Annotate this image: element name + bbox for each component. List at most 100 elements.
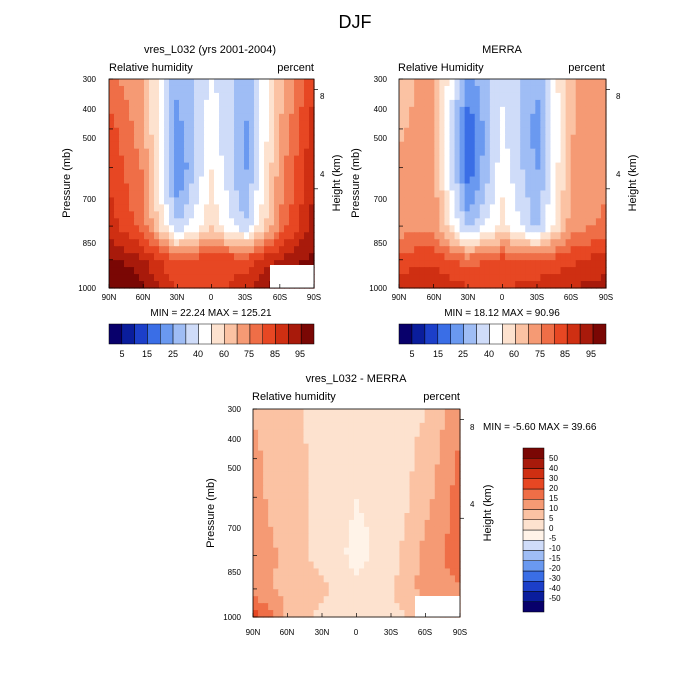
heatmap-cell [264, 148, 270, 157]
heatmap-cell [263, 547, 269, 556]
heatmap-cell [299, 197, 305, 205]
heatmap-cell [374, 554, 380, 563]
heatmap-cell [409, 225, 415, 233]
heatmap-cell [394, 450, 401, 459]
heatmap-cell [434, 197, 440, 205]
heatmap-cell [399, 190, 405, 199]
heatmap-cell [489, 92, 496, 101]
heatmap-cell [194, 281, 200, 289]
heatmap-cell [379, 409, 385, 417]
heatmap-cell [134, 267, 140, 275]
heatmap-cell [249, 127, 255, 136]
heatmap-cell [288, 540, 294, 549]
heatmap-cell [600, 183, 607, 192]
heatmap-cell [434, 519, 441, 528]
heatmap-cell [525, 267, 531, 275]
heatmap-cell [274, 239, 280, 247]
heatmap-cell [174, 239, 180, 247]
heatmap-cell [454, 506, 461, 514]
heatmap-cell [214, 190, 220, 199]
heatmap-cell [189, 225, 195, 233]
heatmap-cell [359, 457, 365, 466]
heatmap-cell [194, 113, 200, 122]
heatmap-cell [449, 575, 456, 583]
heatmap-cell [439, 519, 446, 528]
heatmap-cell [134, 190, 140, 199]
heatmap-cell [214, 260, 220, 268]
heatmap-cell [299, 232, 305, 240]
heatmap-cell [264, 218, 270, 226]
heatmap-cell [284, 246, 290, 254]
heatmap-cell [505, 79, 511, 87]
heatmap-cell [309, 134, 315, 143]
heatmap-cell [328, 596, 335, 604]
heatmap-cell [419, 148, 425, 157]
heatmap-cell [464, 79, 471, 87]
heatmap-cell [249, 218, 255, 226]
colorbar-swatch [424, 323, 439, 345]
heatmap-cell [328, 547, 335, 556]
heatmap-cell [109, 106, 115, 115]
heatmap-cell [144, 197, 150, 205]
heatmap-cell [575, 92, 582, 101]
heatmap-cell [154, 148, 160, 157]
heatmap-cell [159, 99, 165, 108]
heatmap-cell [124, 113, 130, 122]
heatmap-cell [258, 409, 264, 417]
heatmap-cell [545, 190, 552, 199]
heatmap-cell [353, 464, 360, 472]
heatmap-cell [129, 190, 135, 199]
heatmap-cell [288, 471, 294, 479]
heatmap-cell [244, 267, 250, 275]
heatmap-cell [343, 596, 350, 604]
colorbar-swatch [502, 323, 516, 345]
heatmap-cell [600, 281, 607, 289]
heatmap-cell [263, 415, 269, 424]
heatmap-cell [384, 415, 390, 424]
heatmap-cell [239, 225, 245, 233]
heatmap-cell [479, 92, 486, 101]
heatmap-cell [439, 457, 446, 466]
heatmap-cell [525, 281, 531, 289]
heatmap-cell [399, 589, 406, 597]
heatmap-cell [109, 134, 115, 143]
heatmap-cell [244, 232, 250, 240]
heatmap-cell [565, 85, 572, 94]
heatmap-cell [169, 281, 175, 289]
heatmap-cell [449, 155, 456, 164]
heatmap-cell [234, 162, 240, 171]
heatmap-cell [199, 190, 205, 199]
heatmap-cell [154, 267, 160, 275]
heatmap-cell [369, 526, 375, 535]
heatmap-cell [585, 197, 592, 205]
colorbar-label: 75 [244, 349, 254, 359]
heatmap-cell [263, 575, 269, 583]
heatmap-cell [253, 429, 259, 438]
heatmap-cell [254, 211, 260, 219]
heatmap-cell [259, 141, 265, 150]
heatmap-cell [308, 436, 315, 445]
heatmap-cell [224, 92, 230, 101]
heatmap-cell [454, 526, 461, 535]
heatmap-cell [414, 450, 421, 459]
heatmap-cell [429, 450, 436, 459]
heatmap-cell [134, 141, 140, 150]
heatmap-cell [214, 113, 220, 122]
heatmap-cell [424, 232, 430, 240]
heatmap-cell [154, 253, 160, 261]
heatmap-cell [394, 471, 401, 479]
heatmap-cell [119, 190, 125, 199]
heatmap-cell [288, 533, 294, 542]
y-tick-label: 1000 [369, 284, 387, 293]
heatmap-cell [288, 519, 294, 528]
heatmap-cell [359, 603, 365, 611]
heatmap-cell [114, 134, 120, 143]
heatmap-cell [139, 218, 145, 226]
heatmap-cell [359, 547, 365, 556]
heatmap-cell [545, 141, 552, 150]
heatmap-cell [294, 260, 300, 268]
heatmap-cell [379, 492, 385, 500]
heatmap-cell [479, 134, 486, 143]
heatmap-cell [454, 582, 461, 590]
heatmap-cell [550, 148, 557, 157]
